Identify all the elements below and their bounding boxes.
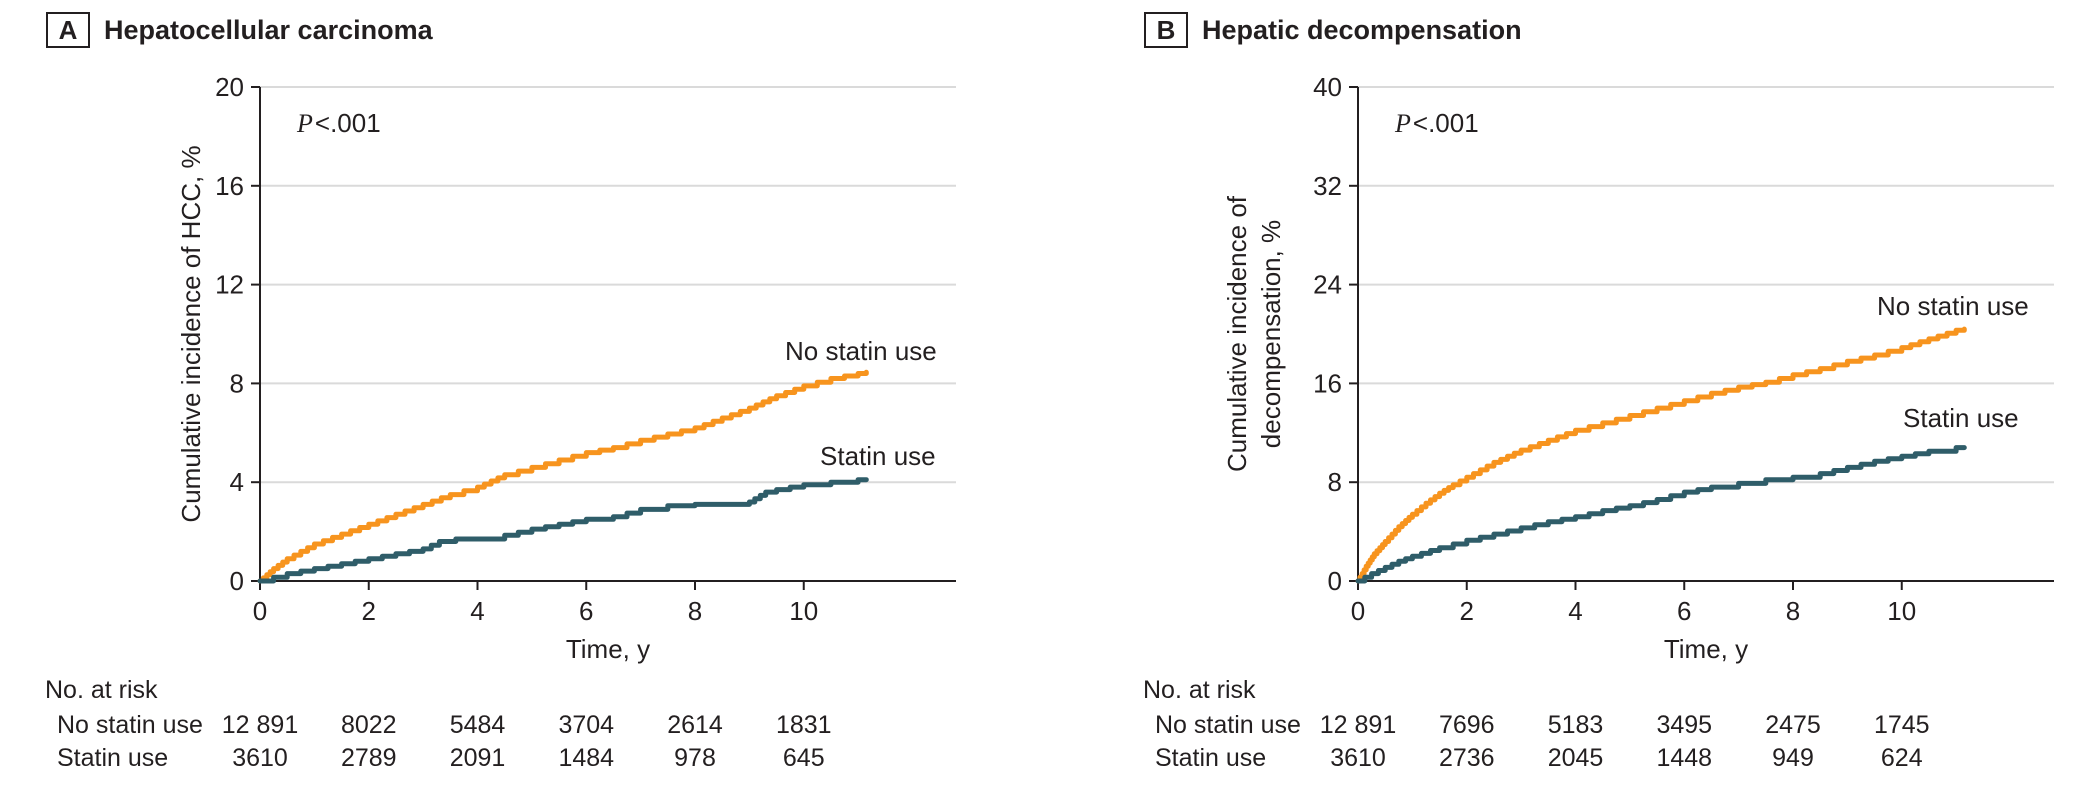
risk-count: 2091 [450, 744, 506, 772]
curve-no-statin-use [1355, 326, 1967, 584]
risk-count: 1448 [1656, 744, 1712, 772]
risk-count: 3610 [232, 744, 288, 772]
y-tick-label: 8 [1328, 467, 1342, 497]
y-tick-label: 4 [230, 467, 244, 497]
at-risk-row-label-no-statin-a: No statin use [57, 711, 203, 739]
risk-count: 3610 [1330, 744, 1386, 772]
x-tick-label: 2 [1460, 596, 1474, 626]
risk-count: 2736 [1439, 744, 1495, 772]
risk-count: 12 891 [1320, 711, 1396, 739]
y-tick-label: 16 [215, 171, 244, 201]
at-risk-row-label-statin-b: Statin use [1155, 744, 1267, 772]
y-tick-label: 20 [215, 72, 244, 102]
p-value-annotation-a: P<.001 [297, 108, 381, 139]
panel-tag-b-letter: B [1156, 14, 1176, 45]
x-tick-label: 8 [1786, 596, 1800, 626]
risk-count: 978 [674, 744, 716, 772]
x-tick-label: 4 [470, 596, 484, 626]
y-tick-label: 0 [1328, 566, 1342, 596]
risk-count: 624 [1881, 744, 1923, 772]
y-tick-label: 8 [230, 368, 244, 398]
x-tick-label: 10 [789, 596, 818, 626]
risk-count: 5484 [450, 711, 506, 739]
x-tick-label: 4 [1568, 596, 1582, 626]
x-axis-title: Time, y [566, 634, 650, 664]
p-label-a: P [297, 109, 313, 138]
curve-label-statin-a: Statin use [820, 441, 936, 471]
risk-count: 7696 [1439, 711, 1495, 739]
panel-tag-b: B [1144, 12, 1188, 48]
risk-count: 5183 [1548, 711, 1604, 739]
risk-count: 8022 [341, 711, 397, 739]
at-risk-heading-b: No. at risk [1143, 676, 1256, 704]
at-risk-row-label-no-statin-b: No statin use [1155, 711, 1301, 739]
x-tick-label: 6 [1677, 596, 1691, 626]
risk-count: 2045 [1548, 744, 1604, 772]
curve-statin-use [1355, 445, 1967, 584]
x-tick-label: 0 [1351, 596, 1365, 626]
y-tick-label: 40 [1313, 72, 1342, 102]
y-axis-title: Cumulative incidence of HCC, % [176, 145, 206, 522]
p-value-annotation-b: P<.001 [1395, 108, 1479, 139]
y-axis-title: Cumulative incidence of [1222, 195, 1252, 472]
curve-no-statin-use [257, 369, 869, 584]
panel-tag-a: A [46, 12, 90, 48]
risk-count: 1831 [776, 711, 832, 739]
risk-count: 949 [1772, 744, 1814, 772]
y-tick-label: 32 [1313, 171, 1342, 201]
curve-label-statin-b: Statin use [1903, 403, 2019, 433]
risk-count: 3495 [1656, 711, 1712, 739]
x-tick-label: 8 [688, 596, 702, 626]
at-risk-row-label-statin-a: Statin use [57, 744, 169, 772]
risk-count: 2614 [667, 711, 723, 739]
x-tick-label: 6 [579, 596, 593, 626]
y-axis-title: decompensation, % [1256, 220, 1286, 448]
x-tick-label: 2 [362, 596, 376, 626]
risk-count: 1484 [558, 744, 614, 772]
p-label-b: P [1395, 109, 1411, 138]
p-value-b: <.001 [1412, 108, 1479, 138]
risk-count: 3704 [558, 711, 614, 739]
x-tick-label: 10 [1887, 596, 1916, 626]
curve-label-no-statin-a: No statin use [785, 336, 937, 366]
risk-count: 12 891 [222, 711, 298, 739]
curve-label-no-statin-b: No statin use [1877, 291, 2029, 321]
y-tick-label: 16 [1313, 368, 1342, 398]
x-axis-title: Time, y [1664, 634, 1748, 664]
panel-title-decompensation: Hepatic decompensation [1202, 15, 1522, 45]
y-tick-label: 12 [215, 270, 244, 300]
risk-count: 2475 [1765, 711, 1821, 739]
panel-title-hcc: Hepatocellular carcinoma [104, 15, 433, 45]
panel-tag-a-letter: A [58, 14, 78, 45]
risk-count: 2789 [341, 744, 397, 772]
risk-count: 1745 [1874, 711, 1930, 739]
y-tick-label: 0 [230, 566, 244, 596]
p-value-a: <.001 [314, 108, 381, 138]
x-tick-label: 0 [253, 596, 267, 626]
y-tick-label: 24 [1313, 270, 1342, 300]
curve-statin-use [257, 477, 869, 584]
risk-count: 645 [783, 744, 825, 772]
at-risk-heading-a: No. at risk [45, 676, 158, 704]
